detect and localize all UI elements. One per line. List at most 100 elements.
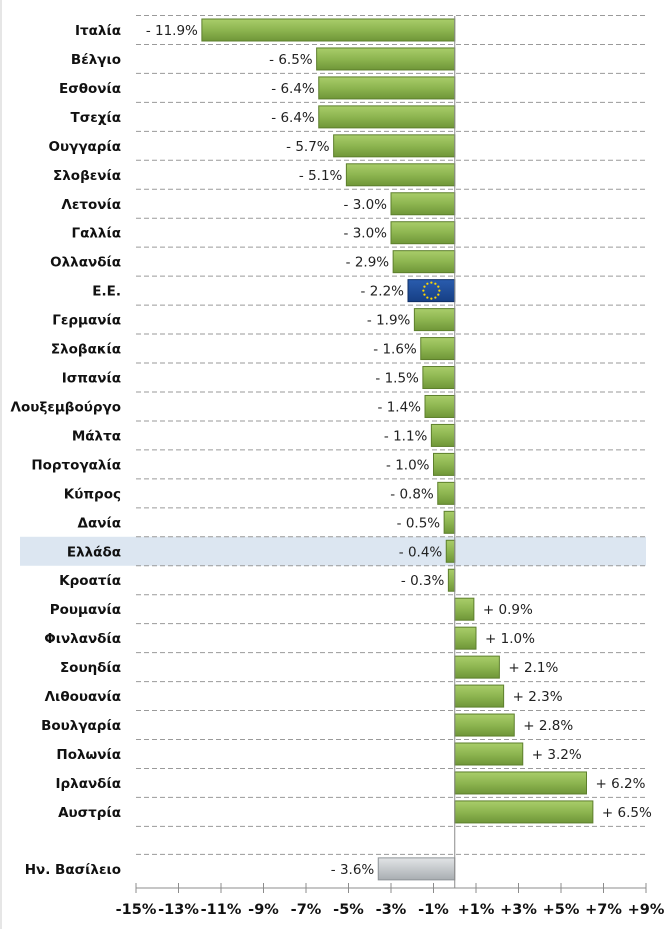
value-label: - 5.7% [286,139,330,155]
bar [454,800,594,824]
x-tick-label: -11% [201,902,242,918]
bar [454,626,477,650]
value-label: - 3.0% [344,197,388,213]
value-label: - 6.5% [269,52,313,68]
bar [318,76,456,100]
bar [390,192,456,216]
value-label: - 11.9% [146,23,198,39]
category-label: Βουλγαρία [41,718,121,734]
bar [422,366,456,390]
value-label: - 3.0% [344,226,388,242]
eu-star-icon [422,289,425,292]
highlight-band [20,536,646,566]
category-label: Δανία [78,515,121,531]
value-label: + 2.1% [508,660,558,676]
bar [390,221,456,245]
category-label: Πορτογαλία [31,457,121,473]
category-label: Ιταλία [75,23,121,39]
bar [392,250,456,274]
bar [333,134,456,158]
category-label: Εσθονία [59,81,121,97]
category-label: Ισπανία [62,371,121,387]
value-label: - 6.4% [271,110,315,126]
x-tick-label: +1% [458,902,495,918]
eu-star-icon [434,296,437,299]
bar [345,163,456,187]
x-tick-label: +3% [500,902,537,918]
x-tick-label: -15% [116,902,157,918]
value-label: - 1.9% [367,313,411,329]
eu-star-icon [423,285,426,288]
eu-star-icon [437,293,440,296]
category-label: Αυστρία [58,805,121,821]
bar [454,771,587,795]
category-label: Ρουμανία [50,602,121,618]
bar [430,423,456,447]
x-tick-label: +7% [585,902,622,918]
x-tick-label: -3% [376,902,407,918]
value-label: + 6.5% [602,805,652,821]
value-label: + 0.9% [483,602,533,618]
value-label: + 3.2% [532,747,582,763]
bar [316,47,456,71]
category-label: Βέλγιο [71,52,121,68]
category-label: Πολωνία [56,747,121,763]
value-label: - 1.0% [386,457,430,473]
value-label: - 1.1% [384,428,428,444]
bar [447,568,456,592]
x-tick-label: -1% [418,902,449,918]
value-label: - 1.4% [378,399,422,415]
bar [318,105,456,129]
category-label: Κροατία [59,573,121,589]
value-label: + 1.0% [485,631,535,647]
value-label: + 2.8% [523,718,573,734]
value-label: - 3.6% [331,862,375,878]
category-label: Λουξεμβούργο [11,399,121,415]
x-tick-label: -13% [158,902,199,918]
x-tick-label: +9% [628,902,665,918]
bar [413,308,456,332]
category-label: Σουηδία [60,660,121,676]
category-label: Σλοβενία [53,168,121,184]
bar [424,394,456,418]
x-tick-label: -9% [248,902,279,918]
category-label: Ην. Βασίλειο [25,862,121,878]
bar [201,18,456,42]
x-tick-label: -7% [291,902,322,918]
bar [437,481,456,505]
bar [454,742,524,766]
x-tick-label: -5% [333,902,364,918]
value-label: - 2.2% [361,284,405,300]
eu-star-icon [438,289,441,292]
category-label: Γερμανία [52,313,121,329]
bar [454,655,500,679]
value-label: - 0.8% [390,486,434,502]
category-label: Ολλανδία [50,255,121,271]
category-label: Φινλανδία [44,631,121,647]
category-label: Ε.Ε. [92,284,121,300]
eu-star-icon [426,282,429,285]
value-label: - 0.5% [397,515,441,531]
bar [420,337,456,361]
eu-star-icon [426,296,429,299]
eu-star-icon [434,282,437,285]
bar [454,597,475,621]
x-tick-label: +5% [543,902,580,918]
value-label: - 6.4% [271,81,315,97]
category-label: Ελλάδα [67,544,121,560]
bar [377,857,456,881]
bar [445,539,456,563]
category-label: Λετονία [61,197,121,213]
eu-star-icon [437,285,440,288]
category-label: Ιρλανδία [55,776,121,792]
category-label: Σλοβακία [51,342,121,358]
value-label: - 5.1% [299,168,343,184]
bar [454,713,515,737]
value-label: + 2.3% [513,689,563,705]
value-label: + 6.2% [596,776,646,792]
value-label: - 0.3% [401,573,445,589]
bar [443,510,456,534]
eu-star-icon [423,293,426,296]
